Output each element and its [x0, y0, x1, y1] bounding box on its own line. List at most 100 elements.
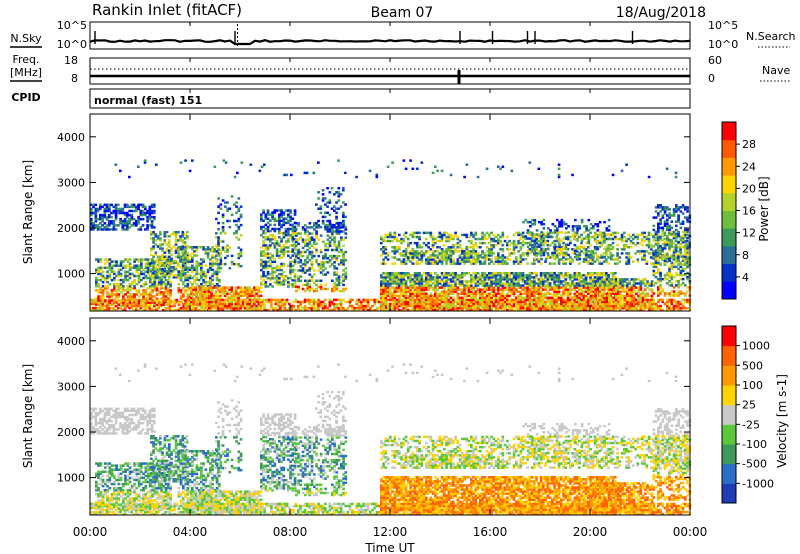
power-cell [170, 249, 173, 252]
power-cell [452, 308, 455, 312]
power-cell [181, 245, 185, 248]
power-cell [184, 248, 187, 251]
power-cell [438, 231, 442, 235]
power-cell [465, 233, 469, 237]
power-cell [235, 302, 238, 306]
power-cell [158, 289, 161, 292]
power-cell [137, 258, 141, 261]
power-cell [117, 209, 120, 213]
power-cell [149, 278, 152, 282]
power-cell [184, 278, 187, 282]
power-cell [199, 302, 202, 306]
power-cell [395, 239, 399, 243]
power-cell [310, 298, 314, 302]
power-cell [573, 248, 577, 251]
power-cell [342, 254, 345, 258]
power-cell [196, 304, 200, 308]
power-cell [124, 264, 127, 267]
power-cell [221, 225, 225, 229]
noise-sky-trace [89, 39, 691, 46]
power-cell [182, 306, 185, 310]
power-cell [200, 264, 203, 267]
power-cell [142, 301, 145, 304]
power-cell [405, 298, 408, 302]
power-cell [121, 222, 125, 225]
power-cell [413, 300, 417, 304]
power-cell [162, 297, 166, 300]
power-cell [202, 258, 205, 261]
power-cell [380, 304, 383, 308]
power-cell [217, 240, 220, 243]
power-cell [467, 256, 471, 259]
power-cell [557, 260, 561, 263]
power-cell [110, 278, 114, 282]
power-cell [144, 298, 147, 302]
power-cell [456, 241, 460, 245]
power-cell [405, 304, 408, 308]
power-cell [90, 222, 93, 225]
power-cell [308, 289, 312, 293]
power-cell [438, 246, 442, 249]
power-cell [344, 275, 348, 278]
power-cell [108, 274, 112, 278]
power-cell [278, 213, 281, 216]
power-cell [342, 219, 345, 223]
power-cell [201, 290, 204, 293]
power-cell [429, 233, 433, 237]
power-cell [413, 304, 417, 308]
power-cell [163, 257, 167, 261]
power-cell [148, 205, 152, 209]
power-cell [454, 243, 457, 247]
power-cell [155, 301, 159, 304]
power-cell [335, 279, 339, 282]
power-cell [237, 228, 241, 231]
power-cell [645, 235, 649, 239]
power-cell [90, 298, 93, 302]
power-cell [177, 287, 181, 290]
power-cell [331, 254, 334, 258]
power-cell [158, 272, 161, 276]
power-cell [133, 280, 136, 284]
power-cell [312, 300, 316, 304]
power-cell [434, 300, 437, 304]
power-cell [291, 279, 295, 282]
power-cell [384, 288, 388, 291]
power-cell [106, 270, 109, 274]
power-cell [168, 255, 171, 259]
power-cell [259, 302, 263, 306]
power-cell [177, 246, 181, 249]
power-cell [260, 274, 263, 278]
power-cell [503, 239, 507, 243]
power-cell [306, 230, 309, 233]
power-cell [278, 279, 281, 282]
power-cell [447, 248, 451, 251]
power-cell [427, 278, 430, 281]
power-cell [413, 288, 417, 291]
power-cell [126, 224, 129, 227]
power-cell [248, 286, 252, 289]
power-cell [196, 294, 200, 298]
power-cell [364, 308, 368, 312]
power-cell [463, 274, 466, 277]
power-cell [449, 248, 453, 251]
power-cell [146, 266, 150, 269]
power-cell [315, 283, 318, 287]
power-cell [308, 267, 312, 270]
power-cell [269, 244, 272, 247]
power-cell [427, 256, 430, 259]
power-cell [255, 304, 258, 308]
power-cell [97, 291, 100, 294]
power-cell [137, 291, 141, 294]
power-cell [386, 272, 390, 275]
power-cell [217, 262, 220, 266]
power-cell [623, 239, 626, 243]
power-cell [461, 308, 464, 312]
power-cell [284, 233, 288, 237]
power-cell [386, 294, 390, 298]
power-cell [289, 262, 292, 266]
power-cell [200, 272, 203, 276]
power-cell [386, 288, 390, 291]
power-cell [135, 306, 138, 310]
power-cell [200, 282, 203, 286]
power-cell [150, 267, 153, 271]
